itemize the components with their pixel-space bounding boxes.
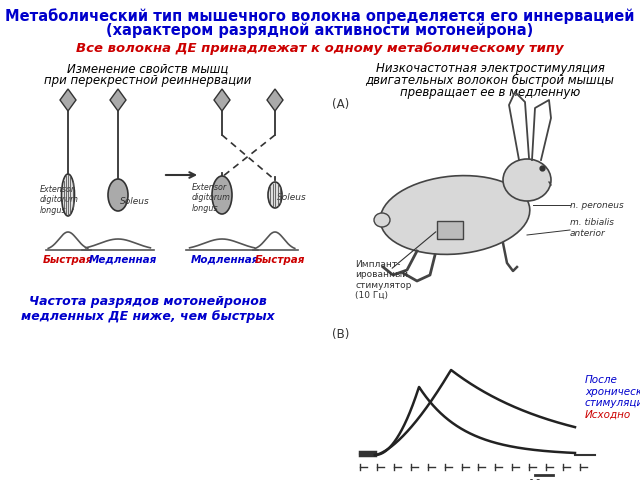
Polygon shape bbox=[60, 89, 76, 111]
Text: Extensor
digitorum
longus: Extensor digitorum longus bbox=[192, 183, 231, 213]
Text: n. peroneus: n. peroneus bbox=[570, 201, 624, 209]
Text: Низкочастотная электростимуляция: Низкочастотная электростимуляция bbox=[376, 62, 604, 75]
Text: (характером разрядной активности мотонейрона): (характером разрядной активности мотоней… bbox=[106, 23, 534, 38]
Ellipse shape bbox=[212, 176, 232, 214]
Text: Метаболический тип мышечного волокна определяется его иннервацией: Метаболический тип мышечного волокна опр… bbox=[5, 8, 635, 24]
Text: (A): (A) bbox=[332, 98, 349, 111]
Text: Изменение свойств мышц: Изменение свойств мышц bbox=[67, 62, 228, 75]
Ellipse shape bbox=[61, 174, 74, 216]
Text: Extensor
digitorum
longus: Extensor digitorum longus bbox=[40, 185, 79, 215]
FancyBboxPatch shape bbox=[437, 221, 463, 239]
Ellipse shape bbox=[503, 159, 551, 201]
Text: Быстрая: Быстрая bbox=[43, 255, 93, 265]
Text: Частота разрядов мотонейронов
медленных ДЕ ниже, чем быстрых: Частота разрядов мотонейронов медленных … bbox=[21, 295, 275, 323]
Ellipse shape bbox=[374, 213, 390, 227]
Ellipse shape bbox=[268, 182, 282, 208]
Text: Все волокна ДЕ принадлежат к одному метаболическому типу: Все волокна ДЕ принадлежат к одному мета… bbox=[76, 42, 564, 55]
Text: m. tibialis
anterior: m. tibialis anterior bbox=[570, 218, 614, 238]
Text: Быстрая: Быстрая bbox=[255, 255, 305, 265]
Ellipse shape bbox=[380, 176, 530, 254]
Text: Модленная: Модленная bbox=[191, 255, 259, 265]
Polygon shape bbox=[110, 89, 126, 111]
Text: Soleus: Soleus bbox=[120, 196, 150, 205]
Text: превращает ее в медленную: превращает ее в медленную bbox=[400, 86, 580, 99]
Ellipse shape bbox=[108, 179, 128, 211]
Text: Исходно: Исходно bbox=[585, 410, 631, 420]
Polygon shape bbox=[214, 89, 230, 111]
Text: 10 ms: 10 ms bbox=[529, 479, 559, 480]
Text: при перекрестной реиннервации: при перекрестной реиннервации bbox=[44, 74, 252, 87]
Text: (B): (B) bbox=[332, 328, 349, 341]
Text: Имплант-
ированный
стимулятор
(10 Гц): Имплант- ированный стимулятор (10 Гц) bbox=[355, 260, 412, 300]
Text: Медленная: Медленная bbox=[89, 255, 157, 265]
Text: Soleus: Soleus bbox=[277, 193, 307, 203]
Polygon shape bbox=[267, 89, 283, 111]
Text: После
хронической
стимуляции: После хронической стимуляции bbox=[585, 375, 640, 408]
Text: двигательных волокон быстрой мышцы: двигательных волокон быстрой мышцы bbox=[365, 74, 614, 87]
